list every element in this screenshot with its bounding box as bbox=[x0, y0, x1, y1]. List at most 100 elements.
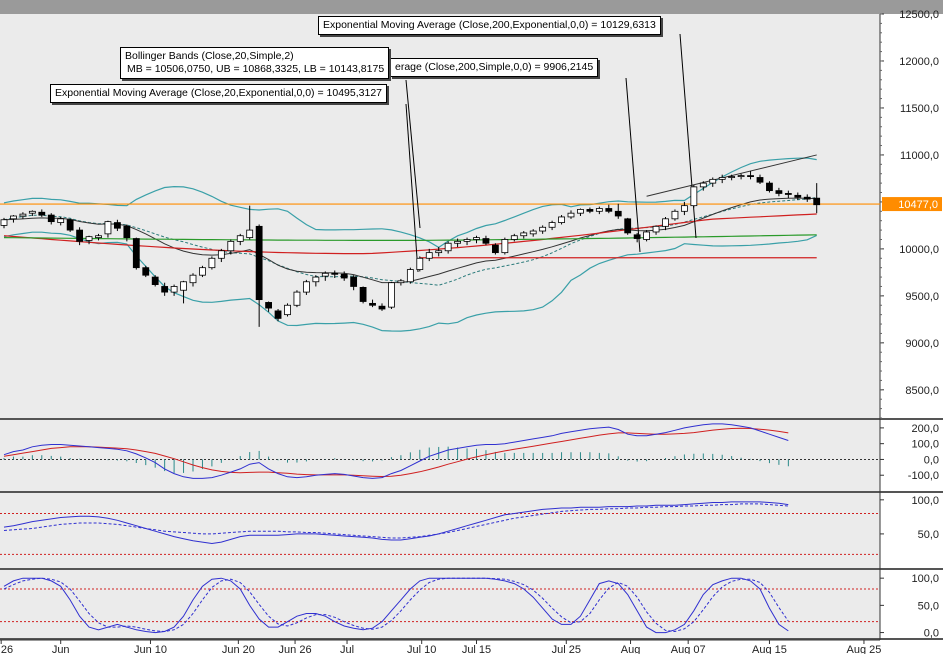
candle-up bbox=[28, 210, 36, 214]
candle-up bbox=[312, 276, 320, 283]
x-tick-label: Jun bbox=[52, 644, 70, 654]
candle-up bbox=[690, 186, 698, 207]
candle-down bbox=[350, 276, 358, 287]
candle-up bbox=[10, 215, 17, 220]
candle-up bbox=[709, 178, 717, 184]
candle-down bbox=[794, 194, 802, 198]
candle-down bbox=[331, 272, 339, 275]
x-tick-label: Aug bbox=[621, 644, 641, 654]
candle-up bbox=[501, 239, 509, 254]
ema200-annotation: Exponential Moving Average (Close,200,Ex… bbox=[318, 16, 661, 35]
candle-up bbox=[227, 240, 235, 252]
stoch-y-tick-label: 100,0 bbox=[911, 573, 939, 585]
price-panel bbox=[0, 14, 880, 418]
price-y-tick-label: 11000,0 bbox=[900, 150, 939, 162]
candle-up bbox=[463, 239, 471, 242]
candle-down bbox=[47, 214, 55, 223]
sma200-annotation: erage (Close,200,Simple,0,0) = 9906,2145 bbox=[390, 58, 599, 77]
bollinger-annotation-line1: Bollinger Bands (Close,20,Simple,2) bbox=[125, 50, 294, 62]
candle-up bbox=[104, 221, 112, 235]
candle-down bbox=[491, 244, 499, 254]
candle-up bbox=[302, 281, 310, 293]
candle-up bbox=[189, 274, 197, 284]
candle-up bbox=[539, 226, 547, 232]
last-price-label: 10477,0 bbox=[898, 199, 938, 211]
candle-up bbox=[416, 257, 424, 270]
macd-y-tick-label: -100,0 bbox=[908, 470, 939, 482]
candle-up bbox=[671, 210, 679, 220]
candle-up bbox=[388, 282, 395, 308]
candle-up bbox=[208, 257, 216, 269]
candle-down bbox=[378, 305, 386, 310]
rsi-y-tick-label: 100,0 bbox=[911, 495, 939, 507]
ema20-annotation-text: Exponential Moving Average (Close,20,Exp… bbox=[55, 87, 382, 99]
stoch-y-tick-label: 0,0 bbox=[924, 628, 939, 640]
candle-up bbox=[444, 242, 452, 252]
price-y-tick-label: 11500,0 bbox=[900, 103, 939, 115]
candle-up bbox=[180, 281, 187, 291]
candle-up bbox=[284, 304, 291, 316]
candle-up bbox=[217, 250, 225, 259]
candle-up bbox=[170, 286, 178, 293]
candle-up bbox=[246, 229, 254, 239]
macd-y-tick-label: 0,0 bbox=[924, 454, 939, 466]
macd-line bbox=[3, 423, 789, 479]
candle-up bbox=[19, 213, 27, 217]
price-y-tick-label: 9500,0 bbox=[905, 291, 939, 303]
candle-up bbox=[425, 252, 433, 259]
macd-y-tick-label: 200,0 bbox=[911, 423, 939, 435]
ema20-pointer bbox=[405, 103, 419, 273]
candle-down bbox=[614, 210, 622, 217]
bollinger-upper-band bbox=[3, 157, 817, 249]
candle-up bbox=[699, 182, 707, 188]
candle-up bbox=[0, 219, 8, 226]
candle-down bbox=[76, 229, 83, 242]
stoch-y-tick-label: 50,0 bbox=[918, 600, 939, 612]
candle-up bbox=[473, 237, 480, 240]
macd-y-tick-label: 100,0 bbox=[911, 439, 939, 451]
candle-up bbox=[548, 222, 556, 228]
price-y-tick-label: 12000,0 bbox=[899, 56, 939, 68]
candle-up bbox=[85, 236, 93, 241]
stoch-d-line bbox=[3, 577, 789, 633]
candle-up bbox=[567, 212, 575, 218]
candle-down bbox=[775, 190, 783, 194]
candle-up bbox=[737, 175, 745, 178]
candle-down bbox=[369, 302, 376, 306]
candle-up bbox=[520, 232, 528, 237]
candle-down bbox=[586, 209, 594, 212]
candle-down bbox=[340, 273, 348, 279]
bollinger-annotation: Bollinger Bands (Close,20,Simple,2) MB =… bbox=[120, 47, 390, 79]
macd-panel bbox=[0, 420, 880, 491]
x-tick-label: Aug 25 bbox=[847, 644, 882, 654]
candle-down bbox=[803, 196, 811, 200]
candle-up bbox=[681, 205, 688, 212]
x-tick-label: Jun 10 bbox=[134, 644, 167, 654]
candle-down bbox=[161, 286, 169, 293]
candle-up bbox=[662, 218, 669, 227]
x-tick-label: Jul 10 bbox=[407, 644, 436, 654]
candle-up bbox=[529, 230, 537, 235]
x-tick-label: Jul 25 bbox=[552, 644, 581, 654]
rsi-panel bbox=[0, 493, 880, 568]
rsi-line-2 bbox=[3, 503, 789, 539]
x-tick-label: ai 26 bbox=[0, 644, 13, 654]
x-tick-label: Jul 15 bbox=[462, 644, 491, 654]
candle-down bbox=[132, 238, 140, 269]
candle-up bbox=[406, 269, 414, 283]
stoch-k-line bbox=[3, 577, 789, 634]
price-y-tick-label: 12500,0 bbox=[899, 9, 939, 21]
candle-up bbox=[321, 272, 329, 277]
x-tick-label: Jul bbox=[340, 644, 354, 654]
candle-down bbox=[151, 276, 159, 285]
last-price-box bbox=[882, 197, 942, 212]
candle-up bbox=[293, 291, 301, 306]
candle-down bbox=[265, 302, 273, 309]
x-tick-label: Aug 15 bbox=[752, 644, 787, 654]
x-tick-label: Jun 26 bbox=[279, 644, 312, 654]
bollinger-pointer bbox=[405, 79, 421, 229]
candle-down bbox=[747, 175, 754, 178]
bollinger-annotation-line2: MB = 10506,0750, UB = 10868,3325, LB = 1… bbox=[127, 63, 385, 75]
candle-up bbox=[718, 177, 726, 180]
x-tick-label: Jun 20 bbox=[222, 644, 255, 654]
